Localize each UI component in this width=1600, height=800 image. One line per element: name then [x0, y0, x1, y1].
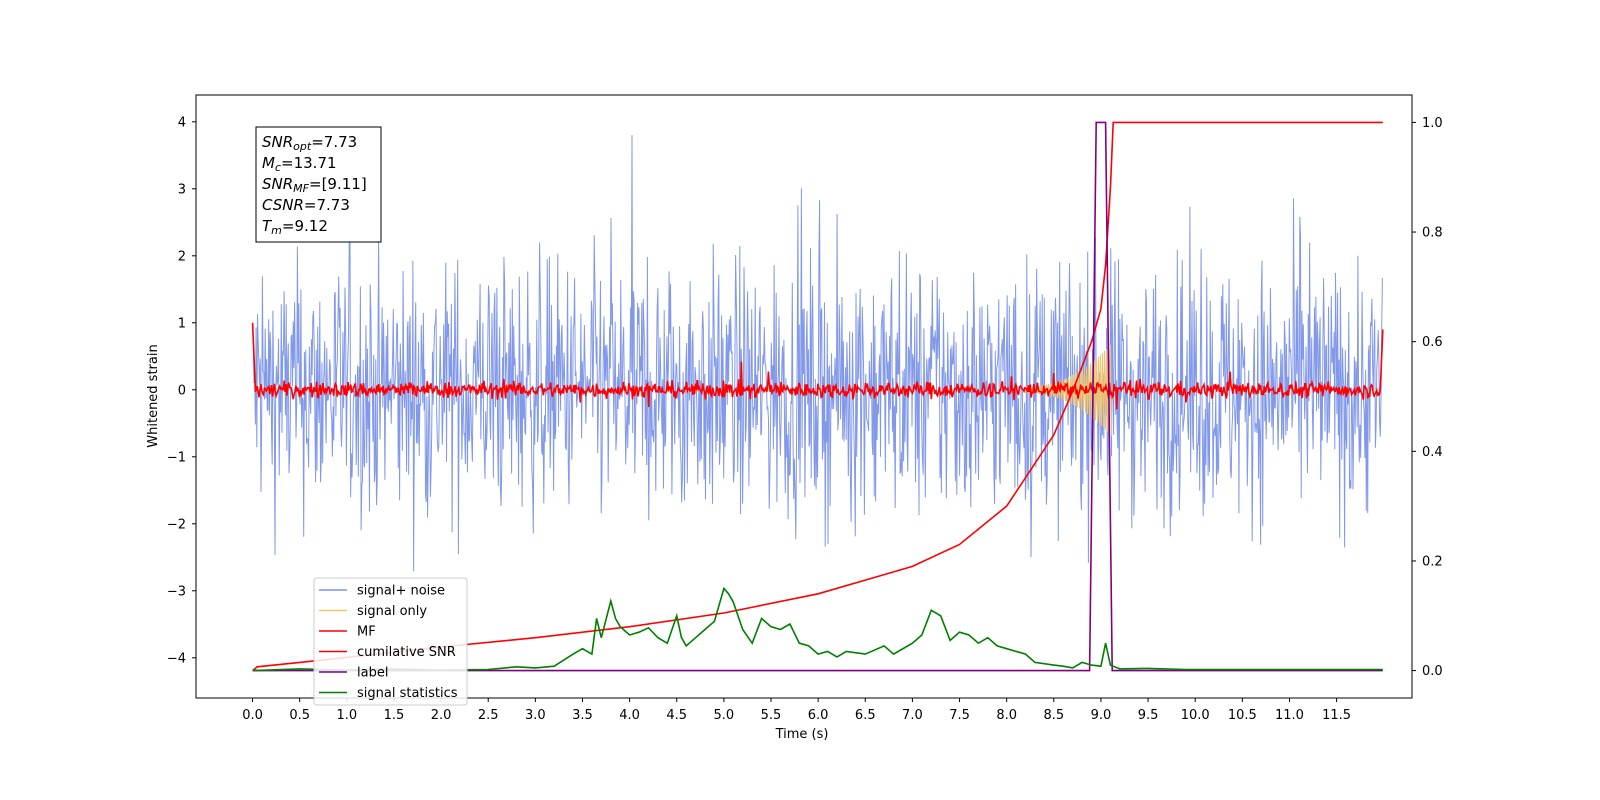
x-tick-label: 5.0: [714, 708, 735, 723]
x-tick-label: 10.0: [1181, 708, 1210, 723]
x-tick-label: 6.5: [855, 708, 876, 723]
info-box-line: Mc=13.71: [262, 154, 337, 174]
info-box: SNRopt=7.73Mc=13.71SNRMF=[9.11]CSNR=7.73…: [255, 126, 382, 243]
y-tick-label-left: −3: [167, 584, 186, 599]
x-tick-label: 8.0: [996, 708, 1017, 723]
x-tick-label: 11.5: [1322, 708, 1351, 723]
x-tick-label: 0.5: [289, 708, 310, 723]
x-axis: 0.0 0.5 1.0 1.5 2.0 2.5 3.0 3.5 4.0 4.5 5.0 5.5 6.0 6…: [242, 698, 1351, 723]
series-label: [252, 121, 1383, 672]
x-tick-label: 4.5: [666, 708, 687, 723]
legend-label: signal only: [357, 604, 427, 619]
y-tick-label-left: −2: [167, 517, 186, 532]
info-box-frame: [255, 126, 382, 243]
x-tick-label: 2.0: [431, 708, 452, 723]
y-tick-label-left: −1: [167, 450, 186, 465]
y-tick-label-right: 0.8: [1422, 226, 1443, 241]
legend-label: signal statistics: [357, 686, 458, 701]
x-tick-label: 4.0: [619, 708, 640, 723]
y-axis-right: 1.0 0.8 0.6 0.4 0.2 0.0: [1412, 116, 1443, 679]
x-tick-label: 6.0: [808, 708, 829, 723]
y-tick-label-left: 1: [178, 316, 186, 331]
y-axis-left: 4 3 2 1 0 −1 −2 −3 −4: [167, 115, 196, 666]
y-tick-label-right: 0.4: [1422, 445, 1443, 460]
x-tick-label: 3.5: [572, 708, 593, 723]
y-tick-label-right: 0.0: [1422, 664, 1443, 679]
series-mf: [251, 322, 1384, 410]
legend-frame: [313, 577, 468, 706]
y-tick-label-right: 0.6: [1422, 335, 1443, 350]
legend-label: cumilative SNR: [357, 645, 456, 660]
x-tick-label: 0.0: [242, 708, 263, 723]
series-signal-statistics: [252, 586, 1383, 672]
legend-label: MF: [357, 625, 376, 640]
x-tick-label: 7.5: [949, 708, 970, 723]
x-tick-label: 11.0: [1275, 708, 1304, 723]
x-tick-label: 10.5: [1228, 708, 1257, 723]
x-tick-label: 1.5: [384, 708, 405, 723]
x-tick-label: 8.5: [1043, 708, 1064, 723]
y-tick-label-left: 2: [178, 249, 186, 264]
y-tick-label-left: 3: [178, 182, 186, 197]
info-box-line: CSNR=7.73: [262, 196, 350, 214]
x-tick-label: 9.0: [1091, 708, 1112, 723]
legend-label: label: [357, 666, 388, 681]
info-box-line: SNRopt=7.73: [262, 133, 357, 153]
x-tick-label: 1.0: [336, 708, 357, 723]
x-tick-label: 2.5: [478, 708, 499, 723]
x-tick-label: 3.0: [525, 708, 546, 723]
plot-frame: [195, 94, 1413, 699]
y-tick-label-left: −4: [167, 651, 186, 666]
series-signal-noise: [252, 135, 1383, 572]
y-axis-label: Whitened strain: [146, 344, 161, 447]
x-tick-label: 9.5: [1138, 708, 1159, 723]
x-tick-label: 7.0: [902, 708, 923, 723]
x-axis-label: Time (s): [775, 727, 829, 742]
y-tick-label-right: 0.2: [1422, 554, 1443, 569]
info-box-line: SNRMF=[9.11]: [262, 175, 367, 195]
legend: signal+ noise signal only MF cumilative SNR…: [313, 577, 468, 706]
info-box-line: Tm=9.12: [262, 217, 328, 237]
y-tick-label-right: 1.0: [1422, 116, 1443, 131]
x-tick-label: 5.5: [761, 708, 782, 723]
legend-label: signal+ noise: [357, 584, 445, 599]
y-tick-label-left: 0: [178, 383, 186, 398]
y-tick-label-left: 4: [178, 115, 186, 130]
